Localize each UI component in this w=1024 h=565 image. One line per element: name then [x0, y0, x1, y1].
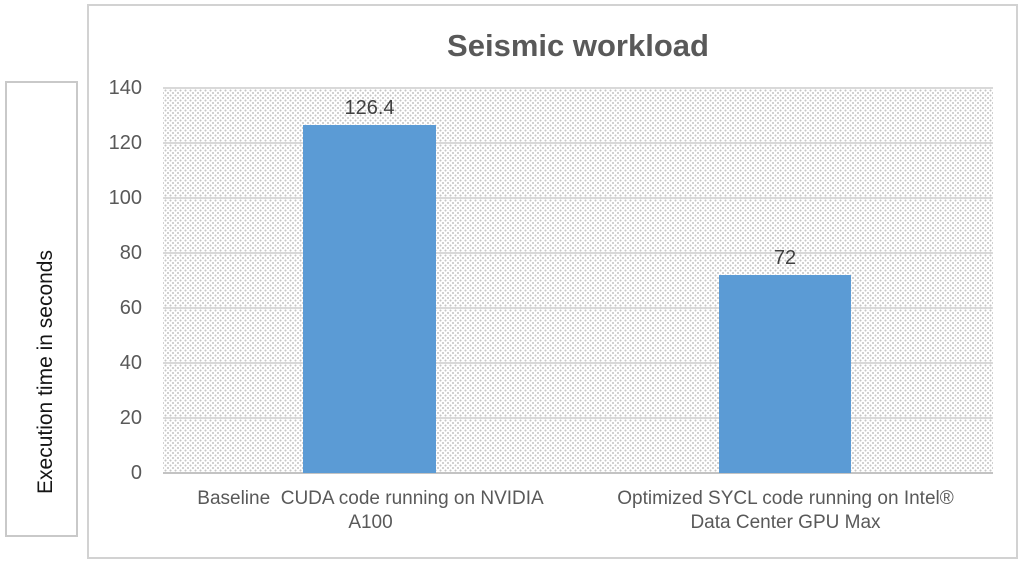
chart-container: Seismic workload 140 120 100 80 60 40 20…: [87, 4, 1018, 559]
gridline: [163, 417, 993, 419]
plot-area: 126.4 72: [163, 87, 993, 474]
y-axis-tick: 60: [119, 297, 142, 319]
y-axis-label-box: Execution time in seconds: [5, 81, 78, 537]
y-axis-tick: 140: [108, 77, 142, 99]
data-label: 126.4: [344, 97, 395, 120]
gridline: [163, 472, 993, 474]
bar: [303, 125, 436, 473]
y-axis-tick: 80: [119, 242, 142, 264]
y-axis: 140 120 100 80 60 40 20 0: [89, 77, 142, 484]
bar-group: 126.4: [303, 97, 436, 473]
gridline: [163, 197, 993, 199]
y-axis-tick: 120: [108, 132, 142, 154]
bar: [719, 275, 851, 473]
chart-title: Seismic workload: [447, 28, 709, 63]
gridline: [163, 362, 993, 364]
gridline: [163, 252, 993, 254]
data-label: 72: [773, 247, 797, 269]
gridline: [163, 142, 993, 144]
bar-group: 72: [719, 247, 851, 473]
category-label: Baseline CUDA code running on NVIDIA A10…: [197, 488, 548, 533]
y-axis-tick: 0: [130, 462, 142, 484]
gridline: [163, 307, 993, 309]
gridlines: [163, 87, 993, 474]
y-axis-tick: 100: [108, 187, 142, 209]
y-axis-tick: 20: [119, 407, 142, 429]
y-axis-title: Execution time in seconds: [33, 250, 57, 495]
x-axis-category-labels: Baseline CUDA code running on NVIDIA A10…: [163, 487, 993, 535]
category-label: Optimized SYCL code running on Intel® Da…: [617, 488, 960, 533]
gridline: [163, 87, 993, 89]
y-axis-tick: 40: [119, 352, 142, 374]
